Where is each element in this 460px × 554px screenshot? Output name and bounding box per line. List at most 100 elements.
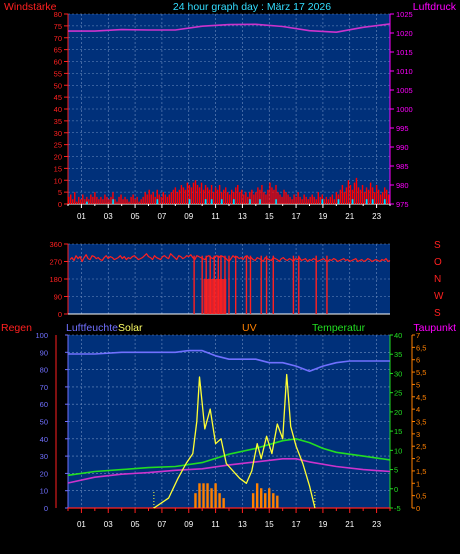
wind-bar	[184, 189, 187, 204]
wind-bar	[84, 199, 86, 204]
wind-bar	[301, 199, 303, 204]
gust-bar	[188, 199, 191, 204]
x-tick-label: 03	[104, 212, 113, 221]
uv-bar	[198, 483, 201, 508]
temperature-y-tick-label: 0	[394, 485, 398, 494]
wind-bar	[114, 199, 116, 204]
wind-bar	[253, 194, 255, 204]
uv-y-tick-label: 2,5	[416, 442, 426, 451]
uv-y-tick-label: 1,5	[416, 467, 426, 476]
wind-bar	[186, 182, 189, 204]
wind-bar	[379, 194, 382, 204]
wind-bar	[94, 192, 96, 204]
wind-bar	[98, 199, 100, 204]
wind-bar	[182, 187, 185, 204]
wind-bar	[222, 189, 225, 204]
gust-bar	[259, 199, 261, 204]
wind-bar	[72, 199, 74, 204]
wind-bar	[120, 194, 122, 204]
wind-bar	[373, 192, 376, 204]
humidity-y-tick-label: 100	[35, 331, 48, 340]
wind-bar	[146, 194, 148, 204]
x-tick-label: 01	[77, 520, 86, 529]
wind-bar	[148, 189, 150, 204]
uv-y-tick-label: 3,5	[416, 418, 426, 427]
wind-bar	[134, 199, 136, 204]
gust-bar	[351, 199, 354, 204]
wind-bar	[172, 189, 175, 204]
wind-bar	[92, 196, 94, 204]
wind-y-tick-label: 20	[54, 153, 62, 162]
wind-bar	[204, 185, 207, 204]
wind-bar	[285, 192, 287, 204]
wind-bar	[353, 182, 356, 204]
gust-bar	[156, 199, 159, 204]
gust-bar	[383, 199, 386, 204]
wind-bar	[218, 185, 221, 204]
gust-bar	[86, 201, 88, 204]
direction-y-tick-label: 360	[49, 240, 62, 249]
wind-y-tick-label: 80	[54, 10, 62, 19]
wind-bar	[224, 187, 227, 204]
uv-y-tick-label: 4,5	[416, 393, 426, 402]
solar-line	[153, 373, 316, 509]
uv-bar	[214, 483, 217, 508]
temperature-y-tick-label: 15	[394, 427, 402, 436]
wind-bar	[208, 189, 211, 204]
wind-bar	[287, 194, 289, 204]
x-tick-label: 15	[265, 520, 274, 529]
wind-bar	[271, 187, 273, 204]
wind-bar	[355, 177, 358, 204]
uv-y-tick-label: 4	[416, 405, 420, 414]
x-tick-label: 17	[292, 212, 301, 221]
wind-bar	[345, 187, 348, 204]
wind-bar	[200, 182, 203, 204]
uv-y-tick-label: 5,5	[416, 368, 426, 377]
wind-bar	[333, 199, 336, 204]
compass-label: N	[434, 274, 441, 285]
wind-bar	[118, 196, 120, 204]
wind-bar	[307, 199, 309, 204]
humidity-y-tick-label: 50	[40, 418, 48, 427]
wind-bar	[363, 192, 366, 204]
wind-bar	[76, 201, 78, 204]
wind-bar	[124, 196, 126, 204]
compass-label: W	[434, 291, 444, 302]
pressure-axis-title: Luftdruck	[413, 1, 457, 13]
wind-bar	[249, 192, 251, 204]
wind-bar	[154, 196, 156, 204]
wind-y-tick-label: 70	[54, 34, 62, 43]
wind-bar	[259, 189, 261, 204]
wind-bar	[104, 194, 106, 204]
wind-bar	[178, 189, 181, 204]
wind-bar	[162, 192, 164, 204]
x-tick-label: 21	[345, 520, 354, 529]
x-tick-label: 13	[238, 212, 247, 221]
dewpoint-line	[67, 457, 391, 484]
uv-bar	[218, 493, 221, 508]
x-tick-label: 05	[131, 520, 140, 529]
uv-bar	[276, 495, 279, 508]
uv-y-tick-label: 0,5	[416, 492, 426, 501]
wind-bar	[293, 194, 295, 204]
wind-y-tick-label: 75	[54, 22, 62, 31]
wind-bar	[190, 187, 193, 204]
uv-y-tick-label: 6	[416, 356, 420, 365]
x-tick-label: 17	[292, 520, 301, 529]
wind-bar	[269, 182, 271, 204]
wind-bar	[90, 194, 92, 204]
temperature-y-tick-label: 35	[394, 350, 402, 359]
wind-bar	[361, 185, 364, 204]
wind-bar	[347, 180, 350, 204]
temperature-y-tick-label: 40	[394, 331, 402, 340]
wind-bar	[239, 192, 241, 204]
wind-bar	[196, 185, 199, 204]
x-tick-label: 09	[184, 520, 193, 529]
wind-bar	[235, 187, 237, 204]
humidity-y-tick-label: 40	[40, 435, 48, 444]
wind-bar	[303, 194, 305, 204]
wind-bar	[299, 196, 301, 204]
wind-bar	[377, 189, 380, 204]
gust-bar	[365, 199, 368, 204]
gust-bar	[321, 199, 324, 204]
